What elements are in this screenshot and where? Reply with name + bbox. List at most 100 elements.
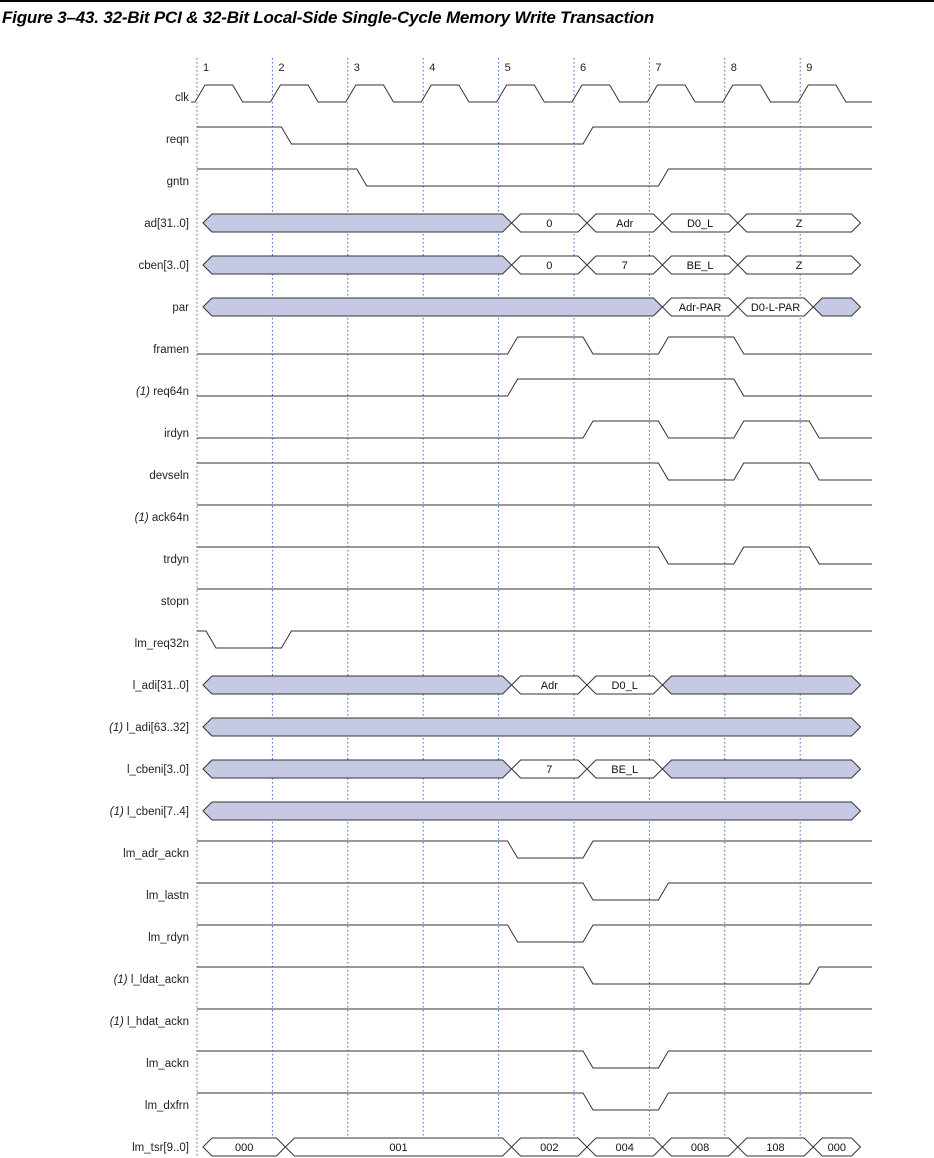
clock-number: 7	[655, 62, 661, 74]
signal-wave	[197, 462, 872, 481]
signal-label-name: lm_lastn	[146, 890, 189, 902]
bus-value: 7	[622, 260, 628, 272]
signal-label-name: ad[31..0]	[144, 218, 189, 230]
signal-wave	[197, 546, 872, 565]
signal-label: trdyn	[163, 554, 189, 566]
signal-wave	[197, 630, 872, 649]
signal-wave	[197, 924, 872, 943]
bus-value: 008	[691, 1142, 709, 1154]
signal-label-prefix: (1)	[109, 722, 126, 734]
signal-label-name: l_cbeni[7..4]	[127, 806, 189, 818]
bus-segment	[202, 675, 513, 695]
signal-wave	[197, 840, 872, 859]
signal-label-name: stopn	[161, 596, 189, 608]
clock-number: 8	[731, 62, 737, 74]
signal-label-name: devseln	[149, 470, 189, 482]
signal-label-prefix: (1)	[114, 974, 131, 986]
signal-wave	[197, 882, 872, 901]
bus-segment	[202, 255, 513, 275]
signal-label-name: irdyn	[164, 428, 189, 440]
signal-wave	[197, 420, 872, 439]
signal-label-name: l_hdat_ackn	[127, 1016, 189, 1028]
signal-label-prefix: (1)	[136, 386, 153, 398]
clock-number: 9	[806, 62, 812, 74]
signal-label-name: lm_ackn	[146, 1058, 189, 1070]
signal-label: (1) req64n	[136, 386, 189, 398]
signal-label: lm_tsr[9..0]	[132, 1142, 189, 1154]
clock-number: 3	[354, 62, 360, 74]
bus-segment	[812, 297, 862, 317]
signal-label: cben[3..0]	[138, 260, 189, 272]
signal-label-name: lm_req32n	[135, 638, 189, 650]
signal-wave	[197, 1050, 872, 1069]
signal-labels: clk reqn gntn ad[31..0] cben[3..0] par framen (…	[109, 92, 189, 1154]
bus-value: Adr-PAR	[679, 302, 722, 314]
signal-label: lm_adr_ackn	[123, 848, 189, 860]
bus-value: 004	[616, 1142, 634, 1154]
signal-label-name: req64n	[153, 386, 189, 398]
signal-label: lm_ackn	[146, 1058, 189, 1070]
signal-label: (1) l_cbeni[7..4]	[110, 806, 189, 818]
signal-wave	[197, 378, 872, 397]
bus-value: 7	[546, 764, 552, 776]
signal-label: devseln	[149, 470, 189, 482]
signal-label-name: framen	[153, 344, 189, 356]
bus-value: Adr	[541, 680, 558, 692]
signal-label: reqn	[166, 134, 189, 146]
signal-label: (1) ack64n	[135, 512, 189, 524]
bus-value: 001	[389, 1142, 407, 1154]
bus-segment	[737, 213, 862, 233]
signal-label: stopn	[161, 596, 189, 608]
signal-label-prefix: (1)	[135, 512, 152, 524]
signal-label-name: gntn	[167, 176, 189, 188]
bus-value: 002	[540, 1142, 558, 1154]
bus-value: D0_L	[687, 218, 713, 230]
signal-label: l_adi[31..0]	[133, 680, 189, 692]
bus-value: Z	[796, 218, 803, 230]
bus-value: Adr	[616, 218, 633, 230]
signal-label: par	[172, 302, 189, 314]
signal-label-prefix: (1)	[110, 1016, 127, 1028]
figure-title: Figure 3–43. 32-Bit PCI & 32-Bit Local-S…	[2, 8, 655, 27]
signal-label-name: reqn	[166, 134, 189, 146]
signal-label: lm_rdyn	[148, 932, 189, 944]
signal-label-name: clk	[175, 92, 189, 104]
signal-label-name: lm_tsr[9..0]	[132, 1142, 189, 1154]
top-rule	[0, 0, 934, 2]
bus-value: D0-L-PAR	[751, 302, 800, 314]
bus-segment	[202, 759, 513, 779]
bus-segment	[661, 675, 862, 695]
bus-segment	[661, 759, 862, 779]
signal-wave	[197, 168, 872, 187]
signal-label: l_cbeni[3..0]	[127, 764, 189, 776]
bus-value: D0_L	[612, 680, 638, 692]
signal-wave	[197, 126, 872, 145]
bus-segment	[737, 255, 862, 275]
signal-label-name: par	[172, 302, 189, 314]
signal-label: clk	[175, 92, 189, 104]
bus-value: BE_L	[611, 764, 638, 776]
signal-label-prefix: (1)	[110, 806, 127, 818]
bus-segment	[812, 1137, 862, 1157]
bus-value: 108	[766, 1142, 784, 1154]
signal-label: lm_dxfrn	[145, 1100, 189, 1112]
signal-label: gntn	[167, 176, 189, 188]
signal-wave	[197, 336, 872, 355]
clock-wave	[191, 84, 872, 103]
bus-segment	[202, 801, 862, 821]
signal-label: (1) l_adi[63..32]	[109, 722, 189, 734]
signal-label-name: l_adi[31..0]	[133, 680, 189, 692]
bus-segment	[202, 213, 513, 233]
bus-segment	[202, 717, 862, 737]
signal-label-name: l_cbeni[3..0]	[127, 764, 189, 776]
signal-label: lm_lastn	[146, 890, 189, 902]
clock-gridlines: 1 2 3 4 5 6 7 8 9	[196, 58, 812, 1156]
bus-value: Z	[796, 260, 803, 272]
signal-label-name: lm_adr_ackn	[123, 848, 189, 860]
signal-label: ad[31..0]	[144, 218, 189, 230]
signal-wave	[197, 1092, 872, 1111]
clock-number: 4	[429, 62, 435, 74]
waveforms: 0 Adr D0_L Z 0 7 BE_L Z Adr-PAR D0-L-PAR Adr D0_L 7 B…	[191, 84, 872, 1157]
signal-label-name: trdyn	[163, 554, 189, 566]
